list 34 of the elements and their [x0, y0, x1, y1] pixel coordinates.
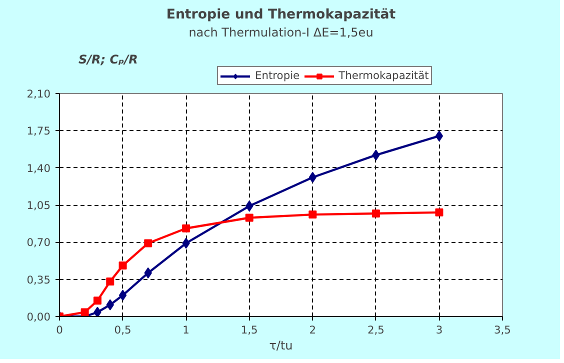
- point: [435, 130, 444, 142]
- point: [80, 308, 89, 316]
- y-tick-label: 0,70: [26, 236, 51, 250]
- y-tick-label: 2,10: [26, 88, 51, 100]
- chart-subtitle: nach Thermulation-I ΔE=1,5eu: [188, 26, 374, 40]
- point: [308, 210, 317, 219]
- y-tick-label: 0,35: [26, 273, 51, 286]
- point: [94, 306, 102, 316]
- x-tick-label: 3,5: [494, 324, 511, 336]
- x-tick-label: 0,5: [114, 324, 132, 336]
- point: [372, 209, 380, 218]
- y-axis-title: S/R; Cₚ/R: [78, 52, 138, 66]
- point: [118, 262, 127, 270]
- x-tick-label: 3: [436, 324, 443, 336]
- y-tick-label: 1,40: [26, 162, 51, 175]
- legend-label: Thermokapazität: [338, 69, 429, 82]
- point: [182, 224, 190, 232]
- x-tick-label: 1: [182, 324, 190, 336]
- x-axis-title: τ/tu: [269, 338, 293, 352]
- x-tick-label: 2,5: [367, 324, 384, 336]
- y-tick-label: 1,05: [26, 199, 51, 212]
- point: [118, 290, 127, 301]
- chart-title: Entropie und Thermokapazität: [166, 8, 396, 22]
- point: [93, 296, 102, 305]
- y-tick-label: 0,00: [26, 310, 51, 324]
- x-tick-label: 2: [309, 324, 316, 336]
- x-tick-label: 0: [56, 324, 64, 336]
- x-tick-label: 1,5: [240, 324, 258, 336]
- point: [144, 239, 152, 248]
- point: [106, 277, 114, 286]
- y-tick-label: 1,75: [26, 124, 51, 138]
- point: [245, 214, 254, 222]
- legend-label: Entropie: [255, 69, 300, 82]
- point: [435, 208, 444, 216]
